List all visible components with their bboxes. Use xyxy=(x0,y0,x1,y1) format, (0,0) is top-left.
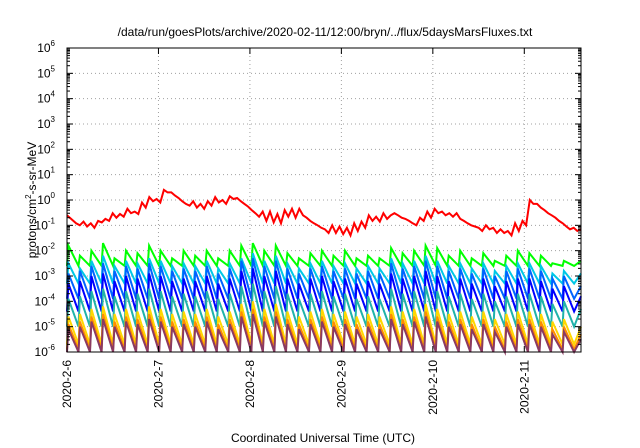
y-tick-labels: 10-6 10-5 10-4 10-3 10-2 10-1 100 101 102 103 104 1… xyxy=(35,39,56,359)
x-axis-label: Coordinated Universal Time (UTC) xyxy=(231,431,415,445)
y-tick-label: 10-4 xyxy=(35,292,56,308)
x-tick-label: 2020-2-7 xyxy=(151,360,165,408)
y-tick-label: 10-1 xyxy=(35,216,56,232)
y-axis-label-sup: 2 xyxy=(24,194,33,199)
y-tick-label: 106 xyxy=(37,39,55,55)
y-axis-label-suffix: -s-sr-MeV xyxy=(25,142,39,195)
y-tick-label: 101 xyxy=(37,166,55,182)
y-tick-label: 104 xyxy=(37,90,55,106)
red-series-line xyxy=(66,188,582,239)
sawtooth-series-line xyxy=(66,313,582,356)
x-tick-label: 2020-2-6 xyxy=(60,360,74,408)
y-axis-label-prefix: protons/cm xyxy=(25,199,39,258)
series-layer xyxy=(66,188,582,356)
x-tick-label: 2020-2-8 xyxy=(243,360,257,408)
sawtooth-series-line xyxy=(66,252,582,288)
y-tick-label: 100 xyxy=(37,191,55,207)
y-tick-label: 102 xyxy=(37,140,55,156)
y-tick-label: 10-5 xyxy=(35,318,56,334)
x-tick-labels: 2020-2-6 2020-2-7 2020-2-8 2020-2-9 2020-2-1… xyxy=(60,360,531,415)
x-tick-label: 2020-2-9 xyxy=(334,360,348,408)
x-tick-label: 2020-2-10 xyxy=(426,360,440,415)
y-tick-label: 10-6 xyxy=(35,343,56,359)
y-tick-label: 10-2 xyxy=(35,242,56,258)
sawtooth-series-line xyxy=(66,241,582,270)
axis-ticks xyxy=(66,47,581,353)
y-axis-label: protons/cm2-s-sr-MeV xyxy=(24,142,39,258)
chart-title: /data/run/goesPlots/archive/2020-02-11/1… xyxy=(118,25,533,39)
x-tick-label: 2020-2-11 xyxy=(517,360,531,414)
y-tick-label: 103 xyxy=(37,115,55,131)
y-tick-label: 105 xyxy=(37,64,55,80)
y-tick-label: 10-3 xyxy=(35,267,56,283)
